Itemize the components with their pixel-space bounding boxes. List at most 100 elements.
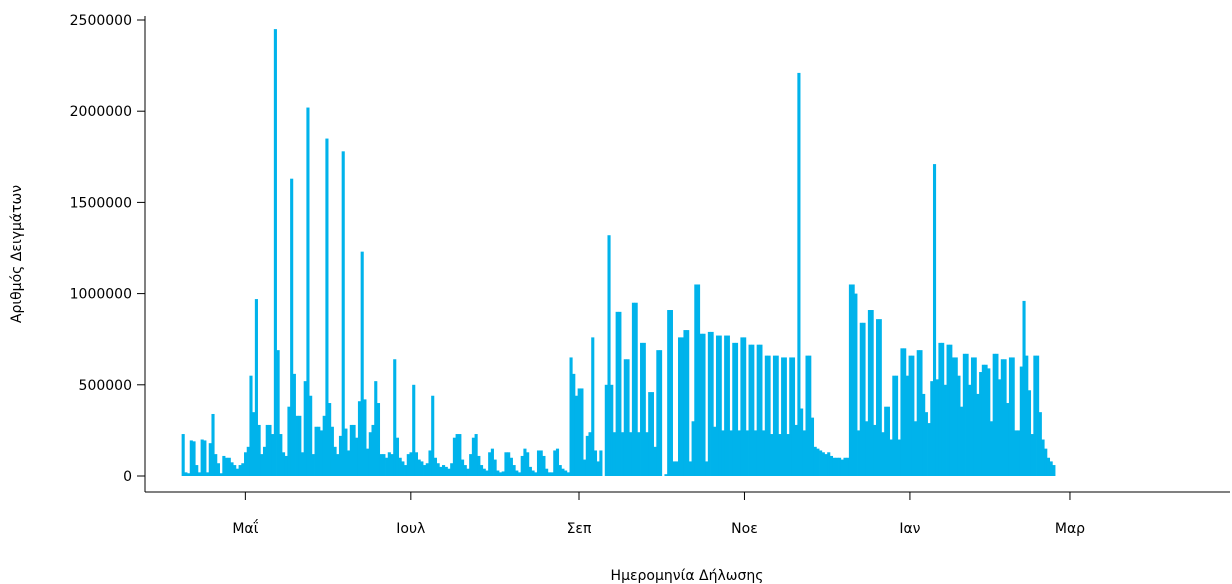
y-tick-label: 1000000 <box>70 287 132 303</box>
bar <box>935 379 939 476</box>
bar <box>816 448 820 476</box>
bar <box>895 375 899 476</box>
bar <box>930 381 934 476</box>
y-tick-label: 2000000 <box>70 104 132 120</box>
bar <box>612 432 617 476</box>
bar <box>479 465 484 476</box>
bar <box>390 454 394 476</box>
bar <box>1006 403 1010 476</box>
bar <box>566 472 570 476</box>
bar <box>916 350 920 476</box>
bar <box>650 392 654 476</box>
bar <box>813 446 817 476</box>
bar <box>705 461 709 476</box>
bar <box>976 393 980 476</box>
bar <box>683 330 687 476</box>
bar <box>368 432 372 476</box>
bar <box>737 430 741 476</box>
bar <box>319 430 324 476</box>
bar <box>374 381 378 476</box>
bar <box>724 335 728 476</box>
bar <box>989 421 994 476</box>
bar <box>504 452 508 476</box>
bar <box>604 384 608 476</box>
bar <box>846 457 850 476</box>
y-tick-label: 500000 <box>79 378 132 394</box>
bar <box>715 335 720 476</box>
bar <box>743 337 747 476</box>
bar <box>347 450 351 476</box>
bar <box>911 355 915 476</box>
bar <box>219 473 223 476</box>
bar <box>772 355 777 476</box>
bar <box>517 472 522 476</box>
bar <box>726 335 730 476</box>
bar <box>797 72 801 477</box>
bar <box>542 455 546 476</box>
bar <box>664 474 668 476</box>
bar <box>287 406 291 476</box>
bar <box>1011 357 1015 476</box>
bar <box>1041 439 1045 476</box>
bar <box>775 355 779 476</box>
bar <box>211 413 215 476</box>
bar <box>412 384 416 476</box>
bar <box>295 415 299 476</box>
bar <box>640 342 644 476</box>
bar <box>515 470 519 476</box>
bar <box>900 348 904 476</box>
bar <box>233 465 237 476</box>
bar <box>366 448 370 476</box>
bar <box>314 426 318 476</box>
bar <box>455 434 459 476</box>
bar <box>979 372 983 476</box>
bar <box>610 384 614 476</box>
bar <box>203 440 207 476</box>
bar <box>688 461 692 476</box>
bar <box>905 375 909 476</box>
bar <box>702 333 706 476</box>
bar <box>580 388 584 476</box>
bar <box>241 463 245 476</box>
bar <box>819 450 823 476</box>
bar <box>268 424 272 476</box>
bar <box>637 432 641 476</box>
bar <box>420 461 424 476</box>
bar <box>501 471 505 476</box>
bar <box>946 344 950 476</box>
y-tick-label: 0 <box>123 469 132 485</box>
bar <box>325 138 329 476</box>
bar <box>729 430 733 476</box>
bar <box>862 322 866 476</box>
bar <box>667 310 671 476</box>
bar <box>461 459 465 476</box>
bar <box>469 454 473 476</box>
bar <box>585 435 589 476</box>
x-tick-label: Νοε <box>731 521 758 537</box>
bar <box>385 457 389 476</box>
bar <box>984 364 988 476</box>
bar <box>222 455 226 476</box>
bar <box>306 107 310 477</box>
bar <box>496 470 500 476</box>
bar <box>686 330 690 476</box>
bar <box>317 426 321 476</box>
bar <box>477 455 481 476</box>
bar <box>1025 355 1029 476</box>
bar <box>352 424 356 476</box>
bar <box>284 455 288 476</box>
bar <box>794 424 798 476</box>
bar <box>197 472 201 476</box>
bar <box>873 424 877 476</box>
bar <box>463 465 467 476</box>
bar <box>357 401 362 476</box>
bar <box>249 375 253 476</box>
bar <box>1022 300 1026 476</box>
bar <box>235 468 239 476</box>
bar <box>867 310 871 476</box>
bar <box>965 353 969 476</box>
bar <box>767 355 771 476</box>
bar <box>829 455 834 476</box>
bar <box>648 392 652 476</box>
bar <box>653 446 657 476</box>
